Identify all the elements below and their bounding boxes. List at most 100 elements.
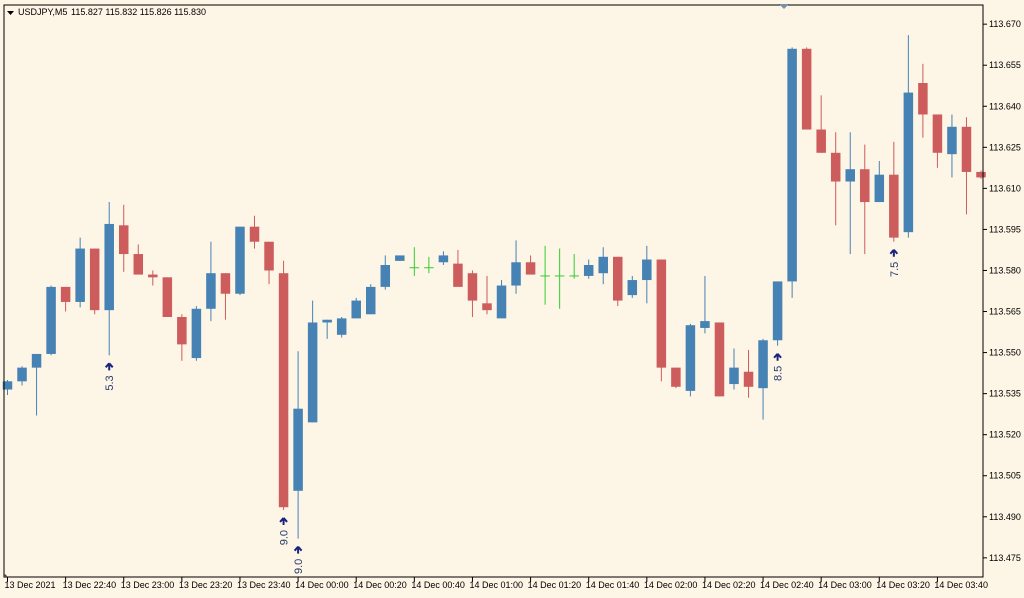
candles-layer xyxy=(2,35,986,539)
price-tick-label: 113.625 xyxy=(989,142,1021,152)
candle xyxy=(104,202,114,356)
candle-body xyxy=(889,174,899,238)
candle xyxy=(627,275,638,298)
signal-value: 9.0 xyxy=(293,559,305,574)
candle-body xyxy=(467,273,478,301)
signal-value: 7.5 xyxy=(889,262,901,277)
arrow-up-icon xyxy=(293,546,303,554)
candle-body xyxy=(874,174,885,203)
time-tick-label: 14 Dec 00:20 xyxy=(353,580,407,590)
candle xyxy=(743,349,754,398)
candle xyxy=(220,273,231,320)
candle xyxy=(17,366,27,386)
candle xyxy=(613,256,623,307)
candle xyxy=(874,161,885,203)
candle-body xyxy=(830,152,841,182)
candle xyxy=(336,317,347,338)
candle-body xyxy=(627,280,638,296)
candle xyxy=(89,248,100,315)
candle xyxy=(845,132,855,255)
time-tick-label: 14 Dec 02:20 xyxy=(702,580,756,590)
candle xyxy=(656,259,667,382)
price-tick-label: 113.655 xyxy=(989,60,1021,70)
price-tick-label: 113.475 xyxy=(989,553,1021,563)
candle xyxy=(700,275,710,334)
candle xyxy=(148,270,158,286)
candle xyxy=(482,275,492,315)
candle-body xyxy=(17,367,27,382)
candle xyxy=(976,170,986,179)
candle-body xyxy=(525,262,536,275)
time-tick-label: 13 Dec 2021 xyxy=(5,580,56,590)
candle-body xyxy=(191,308,202,359)
symbol-label: USDJPY,M5 xyxy=(18,7,67,17)
candle xyxy=(351,297,361,319)
price-tick-label: 113.580 xyxy=(989,265,1021,275)
candle-body xyxy=(89,248,100,311)
candle-body xyxy=(845,169,855,182)
candle-body xyxy=(293,408,303,491)
candle-body xyxy=(656,259,667,368)
candle-body xyxy=(177,317,187,345)
candle-body xyxy=(932,114,943,153)
candle xyxy=(671,367,681,389)
price-tick-label: 113.565 xyxy=(989,307,1021,317)
candle xyxy=(816,95,826,153)
candle-body xyxy=(685,325,696,391)
candle-body xyxy=(816,129,826,153)
candle xyxy=(31,353,42,416)
candle-body xyxy=(249,226,260,242)
time-tick-label: 13 Dec 23:00 xyxy=(121,580,175,590)
candle-body xyxy=(380,265,391,287)
buy-signal: 5.3 xyxy=(104,362,116,391)
candle-body xyxy=(947,126,957,155)
candle xyxy=(133,244,144,275)
candle xyxy=(307,300,318,423)
price-tick-label: 113.640 xyxy=(989,101,1021,111)
time-tick-label: 14 Dec 03:40 xyxy=(934,580,988,590)
chart-frame xyxy=(3,4,984,578)
candle xyxy=(932,114,943,168)
candle xyxy=(758,338,768,420)
arrow-up-icon xyxy=(279,517,288,525)
candle-body xyxy=(743,371,754,387)
time-tick-label: 14 Dec 03:00 xyxy=(818,580,872,590)
shift-marker-icon[interactable] xyxy=(779,4,789,9)
price-tick-label: 113.505 xyxy=(989,471,1021,481)
candle-body xyxy=(613,256,623,301)
candle xyxy=(598,247,608,285)
candle xyxy=(46,285,56,356)
candle-body xyxy=(60,286,71,302)
arrow-up-icon xyxy=(889,249,899,257)
candle-body xyxy=(453,263,463,287)
candle xyxy=(714,322,725,397)
candle xyxy=(685,323,696,397)
candle xyxy=(60,286,71,312)
candle xyxy=(961,117,972,215)
arrow-up-icon xyxy=(773,353,782,361)
candle-body xyxy=(278,273,289,508)
candle-body xyxy=(903,92,914,233)
candle-body xyxy=(118,225,129,255)
candle-body xyxy=(583,265,594,276)
price-axis: 113.670 113.655 113.640 113.625 113.610 113.5… xyxy=(983,19,1021,563)
candle xyxy=(118,204,129,272)
arrow-up-icon xyxy=(104,362,114,371)
candle xyxy=(889,141,899,242)
candle xyxy=(409,247,420,276)
price-tick-label: 113.670 xyxy=(989,19,1021,29)
time-tick-label: 13 Dec 23:40 xyxy=(237,580,291,590)
chevron-down-icon[interactable] xyxy=(7,11,14,15)
candle xyxy=(583,259,594,279)
candle xyxy=(278,260,289,510)
candle xyxy=(438,251,449,265)
candle-body xyxy=(31,353,42,368)
candle xyxy=(366,284,376,315)
candle-body xyxy=(642,259,652,281)
price-tick-label: 113.610 xyxy=(989,183,1021,193)
candle xyxy=(293,351,303,539)
signals-layer: 5.3 9.0 9.0 8.5 7.5 xyxy=(104,249,901,574)
